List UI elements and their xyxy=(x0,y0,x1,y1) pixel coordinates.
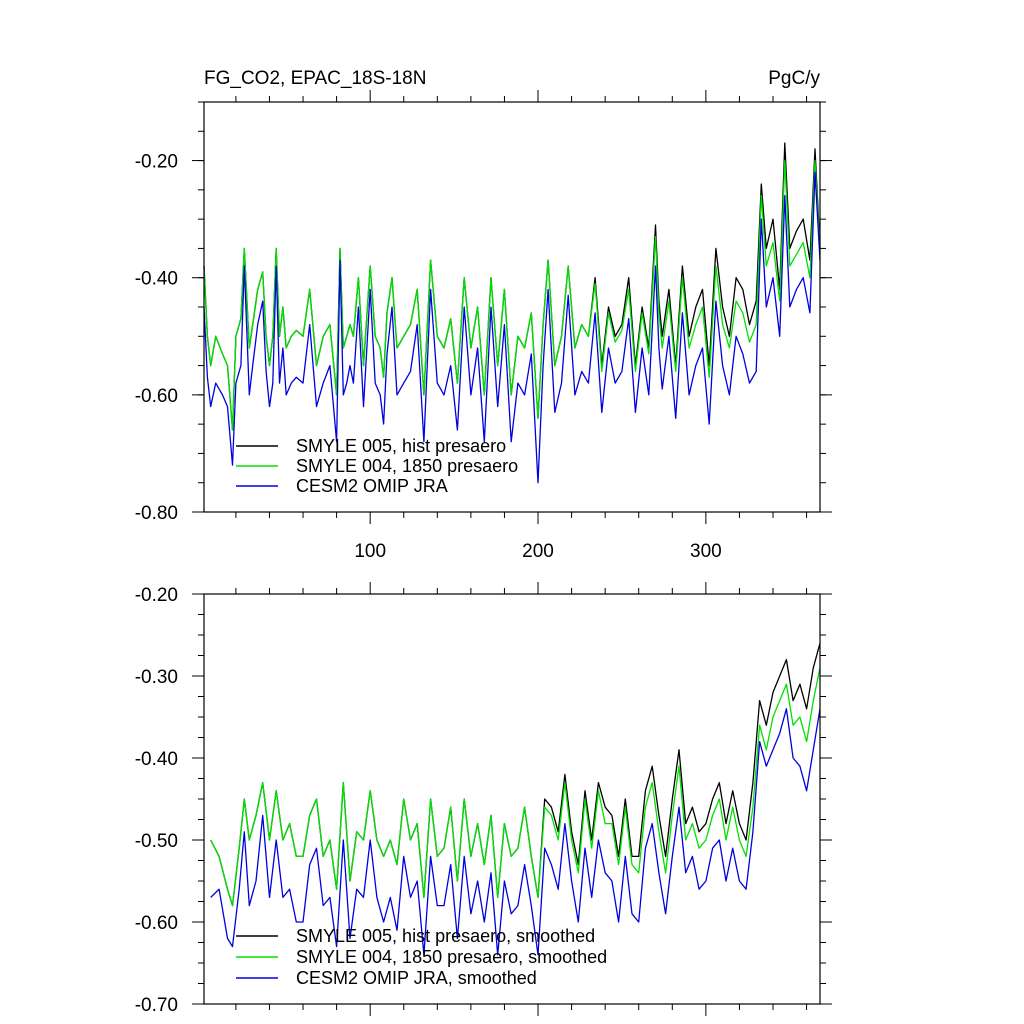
bottom-legend-label: SMYLE 005, hist presaero, smoothed xyxy=(296,926,595,946)
bottom-y-tick-label: -0.60 xyxy=(135,913,178,934)
top-legend-label: CESM2 OMIP JRA xyxy=(296,476,448,496)
bottom-legend-label: SMYLE 004, 1850 presaero, smoothed xyxy=(296,947,607,967)
top-panel: FG_CO2, EPAC_18S-18N PgC/y 100 200 300 -0.2… xyxy=(135,68,832,562)
top-x-tick-label: 300 xyxy=(690,541,722,562)
bottom-series-line-2 xyxy=(210,667,821,907)
bottom-series-line-3 xyxy=(210,708,821,956)
top-legend-label: SMYLE 004, 1850 presaero xyxy=(296,456,518,476)
top-y-tick-label: -0.80 xyxy=(135,503,178,524)
top-series-line-3 xyxy=(203,171,821,484)
bottom-y-tick-label: -0.30 xyxy=(135,667,178,688)
top-y-tick-label: -0.60 xyxy=(135,386,178,407)
top-y-tick-label: -0.20 xyxy=(135,152,178,173)
top-x-tick-label: 200 xyxy=(522,541,554,562)
top-plot-frame xyxy=(203,101,821,513)
top-x-tick-label: 100 xyxy=(354,541,386,562)
bottom-axes: -0.20 -0.30 -0.40 -0.50 -0.60 -0.70 xyxy=(135,582,832,1016)
bottom-series-group xyxy=(210,643,821,956)
bottom-legend-label: CESM2 OMIP JRA, smoothed xyxy=(296,968,537,988)
bottom-y-tick-label: -0.40 xyxy=(135,749,178,770)
chart-title: FG_CO2, EPAC_18S-18N xyxy=(204,68,426,89)
top-legend-label: SMYLE 005, hist presaero xyxy=(296,436,506,456)
top-series-line-2 xyxy=(203,159,821,431)
bottom-y-tick-label: -0.50 xyxy=(135,831,178,852)
bottom-y-tick-label: -0.20 xyxy=(135,585,178,606)
units-label: PgC/y xyxy=(768,68,820,89)
top-series-group xyxy=(203,142,821,484)
bottom-panel: -0.20 -0.30 -0.40 -0.50 -0.60 -0.70 SMYLE 005… xyxy=(135,582,832,1016)
top-axes: 100 200 300 -0.20 -0.40 -0.60 -0.80 xyxy=(135,90,832,562)
bottom-y-tick-label: -0.70 xyxy=(135,995,178,1016)
top-y-tick-label: -0.40 xyxy=(135,269,178,290)
bottom-legend: SMYLE 005, hist presaero, smoothedSMYLE … xyxy=(236,926,607,988)
bottom-plot-frame xyxy=(203,593,821,1005)
